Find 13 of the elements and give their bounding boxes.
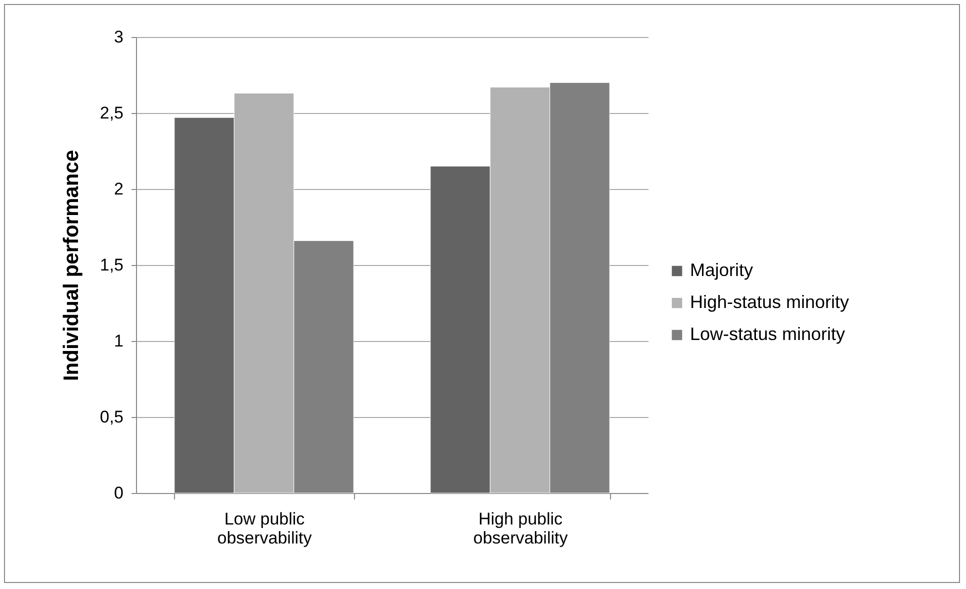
y-tick-label: 2 (114, 180, 124, 198)
y-tick-label: 0 (114, 484, 124, 502)
y-tick-label: 1 (114, 332, 124, 350)
legend-label: High-status minority (690, 292, 850, 312)
y-tick-label: 1,5 (100, 256, 124, 274)
y-tick-label: 2,5 (100, 104, 124, 122)
y-tick-label: 3 (114, 28, 124, 46)
legend-label: Low-status minority (690, 324, 846, 344)
x-tick-label: Low public observability (217, 510, 312, 548)
y-tick-label: 0,5 (100, 408, 124, 426)
x-tick-label: High public observability (473, 510, 568, 548)
legend-label: Majority (690, 260, 754, 280)
y-axis-title: Individual performance (60, 150, 83, 382)
